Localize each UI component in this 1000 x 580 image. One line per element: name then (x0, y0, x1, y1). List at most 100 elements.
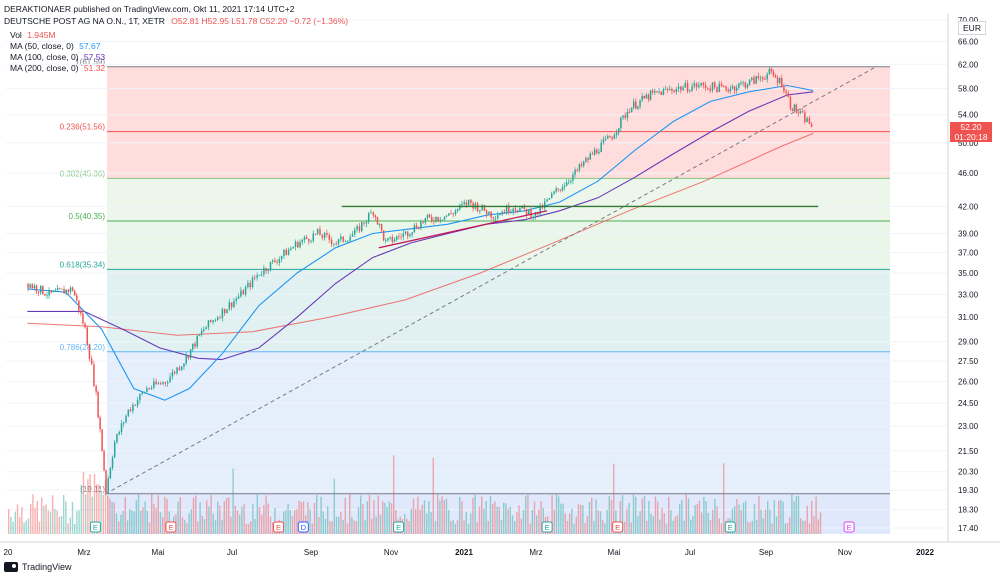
volume-bar (327, 506, 329, 534)
volume-bar (624, 521, 626, 534)
volume-bar (789, 517, 791, 534)
legend-ma50[interactable]: MA (50, close, 0) 57.67 (10, 41, 100, 51)
volume-bar (648, 500, 650, 534)
candle-body (494, 218, 497, 220)
volume-bar (676, 515, 679, 534)
candle-body (485, 210, 488, 215)
volume-bar (331, 521, 333, 534)
volume-bar (516, 511, 518, 534)
footer[interactable]: TradingView (4, 562, 72, 572)
fibonacci-retracement[interactable]: (19.11) 0.786(28.20) 0.618(35.34) 0.5(40.35… (60, 58, 890, 534)
volume-bar (243, 504, 245, 534)
candle-body (481, 205, 483, 211)
volume-bar (294, 510, 296, 534)
volume-bar (155, 508, 157, 534)
candle-body (415, 225, 418, 229)
candle-body (256, 275, 258, 278)
candle-body (391, 236, 394, 242)
volume-bar (137, 494, 140, 534)
event-marker[interactable] (393, 521, 405, 533)
candle-body (395, 236, 398, 240)
trendlines[interactable] (105, 66, 877, 495)
candle-body (31, 284, 34, 289)
volume-bar (56, 510, 58, 534)
volume-bar (113, 502, 115, 534)
candle-body (93, 364, 95, 386)
volume-bar (67, 523, 69, 534)
candle-body (791, 108, 794, 112)
event-marker[interactable] (273, 521, 285, 533)
volume-bar (329, 521, 331, 534)
trendline[interactable] (378, 210, 548, 249)
candle-body (658, 91, 660, 93)
volume-bar (441, 496, 443, 534)
volume-bar (584, 523, 586, 534)
volume-bar (188, 513, 190, 534)
volume-bar (529, 523, 531, 534)
candle-body (472, 202, 474, 209)
volume-bar (494, 501, 496, 534)
volume-bar (203, 519, 206, 534)
last-price-tag: 52.20 01:20:18 (950, 122, 992, 142)
candle-body (570, 180, 572, 182)
legend-volume[interactable]: Vol 1.945M (10, 30, 56, 40)
volume-bar (525, 496, 527, 534)
fib-label: 1(61.59) (75, 58, 105, 67)
event-marker[interactable] (541, 521, 553, 533)
volume-bar (107, 495, 109, 534)
volume-bar (52, 495, 54, 534)
moving-averages (27, 84, 814, 401)
candle-body (456, 209, 459, 211)
candle-body (589, 153, 591, 160)
event-marker[interactable] (724, 521, 736, 533)
volume-bar (225, 498, 228, 534)
time-tick-label: 2021 (455, 548, 473, 557)
candle-body (677, 86, 680, 89)
volume-bar (685, 494, 687, 534)
event-marker[interactable] (612, 521, 624, 533)
volume-bar (140, 510, 142, 534)
event-marker[interactable] (165, 521, 177, 533)
candle-body (789, 96, 792, 109)
candle-body (132, 404, 134, 411)
volume-bar (393, 455, 395, 534)
volume-bar (764, 509, 767, 534)
candle-body (738, 83, 740, 88)
event-marker[interactable] (89, 521, 101, 533)
price-tick-label: 29.00 (958, 338, 979, 347)
legend-ma100[interactable]: MA (100, close, 0) 57.53 (10, 52, 105, 62)
volume-bar (74, 523, 76, 534)
candle-body (162, 382, 164, 384)
price-axis-bg (948, 0, 1000, 575)
volume-bar (448, 509, 450, 534)
candle-body (258, 275, 261, 276)
volume-bar (472, 497, 474, 534)
event-marker[interactable] (843, 521, 855, 533)
volume-bar (650, 513, 652, 534)
fib-label: 0.236(51.56) (60, 123, 106, 132)
candle-body (39, 285, 42, 293)
time-tick-label: Mrz (77, 548, 90, 557)
candle-body (424, 218, 427, 223)
candle-body (593, 149, 596, 155)
volume-bar (784, 523, 786, 534)
volume-bar (386, 507, 388, 534)
candle-body (95, 385, 97, 392)
volume-bar (135, 500, 137, 534)
legend-ma200[interactable]: MA (200, close, 0) 51.32 (10, 63, 105, 73)
candle-body (561, 187, 564, 191)
volume-bar (153, 503, 155, 534)
candle-body (333, 243, 335, 245)
volume-bar (474, 494, 476, 534)
currency-button[interactable]: EUR (958, 21, 986, 35)
candle-body (367, 213, 370, 222)
volume-bar (342, 519, 344, 534)
candle-body (65, 289, 67, 294)
volume-bar (287, 503, 289, 534)
candle-body (435, 216, 437, 222)
candle-body (576, 169, 579, 171)
volume-bar (25, 520, 27, 534)
event-marker[interactable] (297, 521, 309, 533)
